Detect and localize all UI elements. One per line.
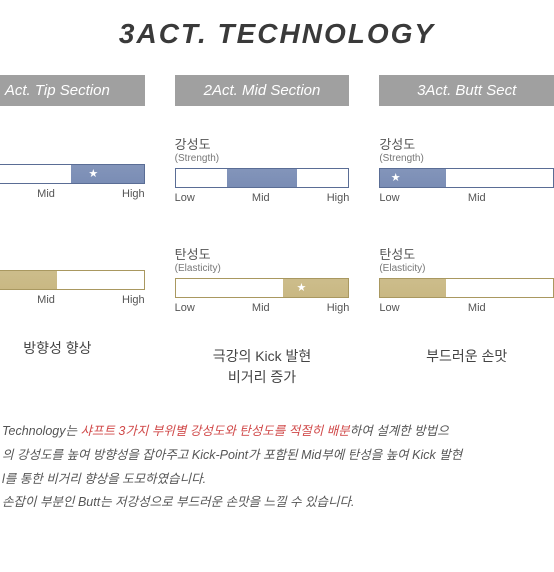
footer-l1-accent: 샤프트 3가지 부위별 강성도와 탄성도를 적절히 배분 [80, 424, 349, 438]
footer-l1-post: 하여 설계한 방법으 [350, 424, 449, 438]
tick-label: Low [379, 302, 399, 314]
section-summary: 방향성 향상 [0, 338, 145, 359]
strength-bar: ★ [379, 168, 554, 188]
tick-label: Low [175, 192, 195, 204]
strength-block: 강성도(Strength) Low Mid High [175, 134, 350, 204]
strength-ticks: Low Mid High [175, 192, 350, 204]
strength-label-kr: 강성도 [379, 134, 554, 153]
elasticity-label-en: (Elasticity) [175, 263, 350, 274]
elasticity-bar [0, 270, 145, 290]
elasticity-label-kr: 탄성도 [175, 244, 350, 263]
section-col: 3Act. Butt Sect강성도(Strength)★LowMid탄성도(E… [379, 75, 554, 388]
strength-block: 강성도(Strength) ★ Low Mid [379, 134, 554, 204]
elasticity-bar-fill [380, 279, 446, 297]
footer-l1-pre: Technology는 [2, 424, 80, 438]
strength-label-en: (Strength) [379, 153, 554, 164]
elasticity-block: 탄성도(Elasticity) Low Mid [379, 244, 554, 314]
elasticity-ticks: Mid High [0, 294, 145, 306]
footer-text: Technology는 샤프트 3가지 부위별 강성도와 탄성도를 적절히 배분… [0, 420, 554, 515]
tick-label: High [327, 302, 350, 314]
tick-label: Mid [252, 192, 270, 204]
section-header: 2Act. Mid Section [175, 75, 350, 106]
footer-l4: 손잡이 부분인 Butt는 저강성으로 부드러운 손맛을 느낄 수 있습니다. [2, 491, 554, 515]
elasticity-block: Mid High [0, 240, 145, 306]
strength-label-en: (Strength) [175, 153, 350, 164]
strength-ticks: Mid High [0, 188, 145, 200]
section-header: 3Act. Butt Sect [379, 75, 554, 106]
elasticity-label-kr: 탄성도 [379, 244, 554, 263]
strength-block: ★ Mid High [0, 134, 145, 200]
elasticity-ticks: Low Mid [379, 302, 554, 314]
strength-bar-fill [71, 165, 144, 183]
section-col: 2Act. Mid Section 강성도(Strength) Low Mid High… [175, 75, 350, 388]
tick-label: Low [379, 192, 399, 204]
elasticity-bar [379, 278, 554, 298]
elasticity-label-en: (Elasticity) [379, 263, 554, 274]
elasticity-bar: ★ [175, 278, 350, 298]
elasticity-block: 탄성도(Elasticity) ★ Low Mid High [175, 244, 350, 314]
section-summary: 극강의 Kick 발현비거리 증가 [175, 346, 350, 388]
tick-label: High [122, 294, 145, 306]
tick-label: Mid [468, 192, 486, 204]
tick-label: Mid [468, 302, 486, 314]
strength-ticks: Low Mid [379, 192, 554, 204]
elasticity-bar-fill [0, 271, 57, 289]
tick-label: Low [175, 302, 195, 314]
strength-bar-fill [227, 169, 296, 187]
strength-bar [175, 168, 350, 188]
star-icon: ★ [297, 281, 307, 294]
sections-row: Act. Tip Section ★ Mid High Mid High 방향성 향상 2Ac… [0, 75, 554, 388]
tick-label: Mid [252, 302, 270, 314]
main-title: 3ACT. TECHNOLOGY [0, 18, 554, 50]
elasticity-ticks: Low Mid High [175, 302, 350, 314]
section-header: Act. Tip Section [0, 75, 145, 106]
tick-label: Mid [37, 294, 55, 306]
star-icon: ★ [88, 167, 98, 180]
elasticity-bar-fill [283, 279, 349, 297]
footer-l3: l를 통한 비거리 향상을 도모하였습니다. [2, 468, 554, 492]
section-col: Act. Tip Section ★ Mid High Mid High 방향성 향상 [0, 75, 145, 388]
star-icon: ★ [391, 171, 401, 184]
footer-l2: 의 강성도를 높여 방향성을 잡아주고 Kick-Point가 포함된 Mid부… [2, 444, 554, 468]
tick-label: High [327, 192, 350, 204]
strength-bar: ★ [0, 164, 145, 184]
strength-label-kr: 강성도 [175, 134, 350, 153]
tick-label: Mid [37, 188, 55, 200]
section-summary: 부드러운 손맛 [379, 346, 554, 367]
tick-label: High [122, 188, 145, 200]
